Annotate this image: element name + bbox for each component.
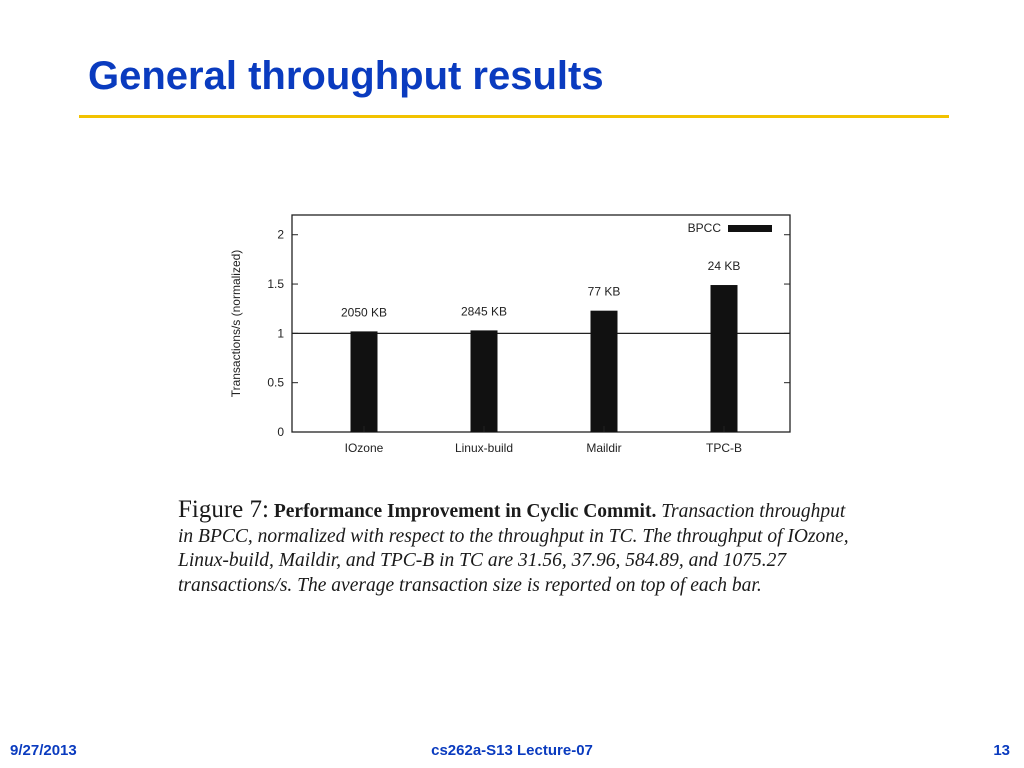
- bar: [350, 331, 378, 432]
- y-tick-label: 1: [277, 326, 284, 340]
- plot-frame: [291, 214, 791, 433]
- bar-data-label: 77 KB: [588, 285, 621, 299]
- bar-data-label: 2845 KB: [461, 304, 507, 318]
- y-tick-label: 0: [277, 425, 284, 439]
- figure-bold-title: Performance Improvement in Cyclic Commit…: [273, 501, 657, 522]
- y-tick-label: 2: [277, 228, 284, 242]
- footer-course: cs262a-S13 Lecture-07: [431, 742, 593, 759]
- y-tick-label: 1.5: [267, 277, 284, 291]
- legend-swatch: [728, 225, 772, 232]
- footer-date: 9/27/2013: [10, 742, 77, 759]
- bar-chart: 0 0.5 1 1.5 2 Transactions/s (normalized) 2050…: [229, 214, 791, 455]
- bar: [470, 330, 498, 432]
- y-axis-label: Transactions/s (normalized): [229, 250, 243, 398]
- slide-title: General throughput results: [88, 54, 604, 98]
- x-tick-label: Maildir: [586, 441, 621, 455]
- x-tick-label: TPC-B: [706, 441, 742, 455]
- bar: [710, 285, 738, 432]
- x-tick-label: IOzone: [345, 441, 384, 455]
- footer-page-number: 13: [993, 742, 1010, 759]
- legend-label: BPCC: [688, 221, 722, 235]
- figure-caption-text: Transaction throughput in BPCC, normaliz…: [178, 501, 849, 596]
- bar-data-label: 24 KB: [708, 259, 741, 273]
- x-tick-label: Linux-build: [455, 441, 513, 455]
- figure-caption: Figure 7: Performance Improvement in Cyc…: [178, 496, 858, 598]
- title-underline: [79, 115, 949, 118]
- figure-label: Figure 7:: [178, 496, 269, 523]
- bar-data-label: 2050 KB: [341, 305, 387, 319]
- bar: [590, 310, 618, 432]
- y-tick-label: 0.5: [267, 376, 284, 390]
